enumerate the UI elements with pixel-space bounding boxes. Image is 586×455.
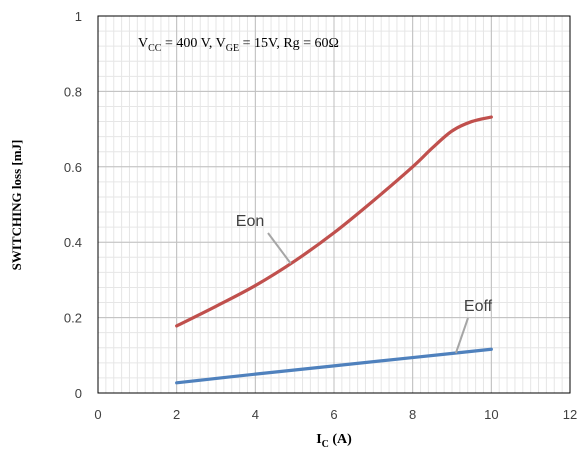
y-tick-label: 0 xyxy=(75,386,82,401)
eoff-leader-line xyxy=(454,317,469,354)
series-line-eon xyxy=(175,115,493,328)
eoff-label: Eoff xyxy=(464,298,493,315)
y-tick-label: 0.6 xyxy=(64,160,82,175)
x-tick-label: 2 xyxy=(173,407,180,422)
y-tick-label: 1 xyxy=(75,9,82,24)
x-tick-label: 0 xyxy=(94,407,101,422)
eon-leader-line xyxy=(267,232,292,265)
y-tick-label: 0.8 xyxy=(64,84,82,99)
y-tick-label: 0.2 xyxy=(64,311,82,326)
series-lines xyxy=(175,115,493,385)
eon-label: Eon xyxy=(236,213,264,230)
x-axis-label: IC (A) xyxy=(316,432,352,450)
test-conditions-annotation: VCC = 400 V, VGE = 15V, Rg = 60Ω xyxy=(138,36,339,54)
x-tick-label: 8 xyxy=(409,407,416,422)
y-axis-label: SWITCHING loss [mJ] xyxy=(9,140,24,271)
plot-frame xyxy=(97,15,571,394)
x-tick-label: 10 xyxy=(484,407,498,422)
series-labels: Eon Eoff xyxy=(236,213,493,354)
y-tick-label: 0.4 xyxy=(64,235,82,250)
y-tick-labels: 0 0.2 0.4 0.6 0.8 1 xyxy=(64,9,82,401)
series-line-eoff xyxy=(175,347,493,385)
x-tick-label: 6 xyxy=(330,407,337,422)
x-tick-label: 4 xyxy=(252,407,259,422)
x-tick-label: 12 xyxy=(563,407,577,422)
x-tick-labels: 0 2 4 6 8 10 12 xyxy=(94,407,577,422)
